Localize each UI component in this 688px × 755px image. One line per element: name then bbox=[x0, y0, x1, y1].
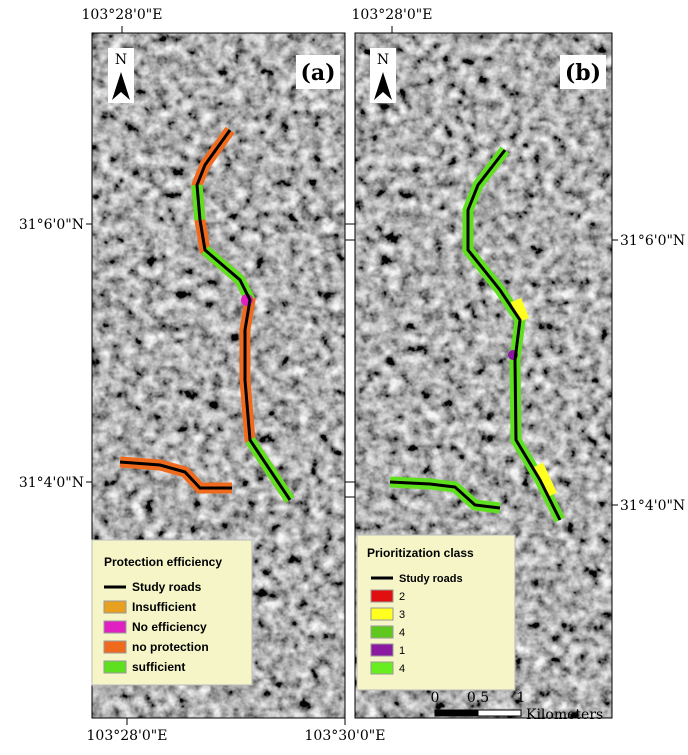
north-label: N bbox=[377, 52, 389, 68]
panel-label: (a) bbox=[300, 60, 335, 86]
coord-label: 31°4'0"N bbox=[620, 498, 685, 514]
coord-label: 103°28'0"E bbox=[87, 728, 168, 744]
legend-label: 2 bbox=[399, 591, 405, 603]
scale-label: 0.5 bbox=[467, 690, 489, 706]
legend-swatch bbox=[104, 641, 126, 653]
scale-unit: Kilometers bbox=[526, 707, 603, 723]
legend-label: Insufficient bbox=[132, 600, 196, 614]
legend-title: Prioritization class bbox=[367, 546, 474, 560]
legend-title: Protection efficiency bbox=[104, 555, 222, 569]
legend-swatch bbox=[104, 661, 126, 673]
legend-label: 3 bbox=[399, 609, 405, 621]
coord-label: 103°30'0"E bbox=[305, 728, 386, 744]
north-label: N bbox=[115, 52, 127, 68]
legend-swatch bbox=[104, 601, 126, 613]
coord-label: 31°4'0"N bbox=[19, 475, 84, 491]
legend: Prioritization class Study roads 2 3 4 1 4 bbox=[357, 535, 515, 690]
legend-label: Study roads bbox=[132, 580, 202, 594]
legend-swatch bbox=[371, 608, 393, 620]
legend-swatch bbox=[371, 644, 393, 656]
legend-label: No efficiency bbox=[132, 620, 207, 634]
legend-label: no protection bbox=[132, 640, 209, 654]
scale-label: 1 bbox=[517, 690, 526, 706]
legend-swatch bbox=[371, 590, 393, 602]
legend-label: 4 bbox=[399, 663, 405, 675]
legend-swatch bbox=[104, 621, 126, 633]
scale-label: 0 bbox=[431, 690, 440, 706]
legend: Protection efficiency Study roads Insuffi… bbox=[92, 540, 252, 685]
coord-label: 103°28'0"E bbox=[82, 7, 163, 23]
coord-label: 31°6'0"N bbox=[620, 233, 685, 249]
coord-label: 31°6'0"N bbox=[19, 217, 84, 233]
panel-label: (b) bbox=[565, 60, 601, 86]
legend-label: sufficient bbox=[132, 660, 185, 674]
legend-label: 4 bbox=[399, 627, 405, 639]
legend-swatch bbox=[371, 662, 393, 674]
figure: N (a) N (b) 103°28'0"E 103°28'0"E bbox=[0, 0, 688, 751]
coord-label: 103°28'0"E bbox=[352, 7, 433, 23]
scale-segment bbox=[478, 710, 521, 716]
legend-label: Study roads bbox=[399, 573, 463, 585]
scale-segment bbox=[435, 710, 478, 716]
legend-label: 1 bbox=[399, 645, 405, 657]
legend-swatch bbox=[371, 626, 393, 638]
